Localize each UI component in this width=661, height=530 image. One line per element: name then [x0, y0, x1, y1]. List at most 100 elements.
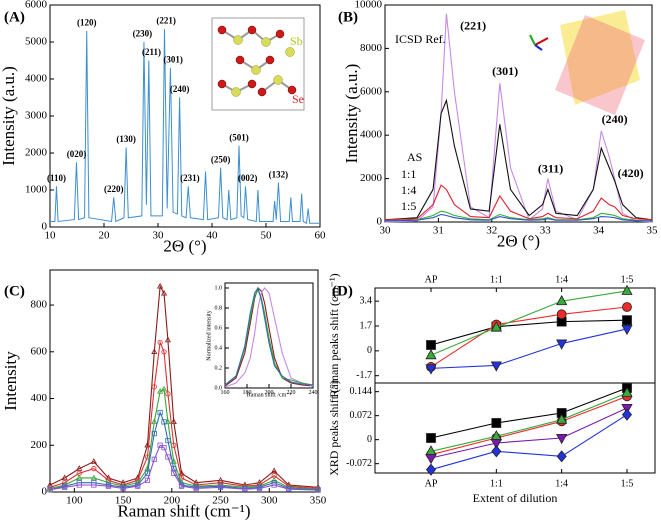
peak-label: (301): [163, 55, 183, 65]
marker: [256, 485, 263, 492]
y-tick-label: 6000: [360, 85, 383, 97]
axis-arrow: [534, 37, 549, 46]
marker: [161, 419, 167, 425]
x-tick-label: 10: [45, 229, 57, 241]
x-tick-label: 100: [66, 494, 83, 506]
y-tick-label: 0: [42, 486, 48, 498]
marker: [61, 481, 68, 488]
series-line: [49, 388, 319, 490]
crystal-inset: [211, 17, 305, 111]
peak-label: (002): [238, 173, 258, 183]
x-tick-label: 50: [261, 229, 273, 241]
x-tick-label: 160: [221, 390, 230, 396]
x-axis-label: Raman shift (cm⁻¹): [117, 501, 250, 520]
x-axis-label: Raman shift /cm⁻¹: [247, 392, 292, 399]
marker: [135, 483, 141, 489]
plot-frame: [374, 382, 656, 474]
marker: [491, 445, 502, 458]
x-tick-label: 180: [243, 390, 252, 396]
x-axis-label: 2Θ (°): [497, 231, 540, 250]
series-line: [430, 395, 628, 456]
y-tick-label: 0: [42, 221, 48, 233]
marker: [621, 284, 633, 295]
inset-label: Se: [292, 92, 304, 106]
marker: [165, 454, 171, 460]
series-line: [224, 286, 314, 386]
series-line: [49, 410, 319, 491]
x-tick-label: 240: [309, 390, 318, 396]
peak-label: (240): [170, 84, 190, 94]
marker: [271, 467, 278, 474]
marker: [46, 485, 54, 491]
marker: [120, 485, 126, 492]
sb-atoms: [231, 35, 295, 97]
y-tick-label: 6000: [25, 0, 48, 11]
marker: [490, 438, 502, 450]
x-tick-label: 30: [153, 229, 165, 241]
x-tick-label: 150: [115, 494, 132, 506]
y-axis-label: Intensity: [1, 351, 20, 411]
y-tick-label: 0.144: [350, 386, 373, 397]
marker: [47, 487, 53, 493]
marker: [425, 453, 437, 465]
marker: [621, 408, 633, 421]
y-tick-label: 2000: [25, 147, 48, 159]
series-line: [224, 287, 314, 387]
peak-label: (311): [538, 162, 563, 176]
y-tick-label: 600: [31, 345, 48, 357]
panel-label: (B): [338, 9, 358, 25]
marker: [217, 484, 224, 490]
y-axis-label: Raman peaks shift (cm⁻¹): [327, 273, 341, 397]
y-tick-label: 0.6: [215, 325, 223, 331]
x-tick-label: 220: [287, 390, 296, 396]
marker: [170, 418, 177, 425]
series-label: 1:5: [401, 199, 416, 213]
marker: [556, 309, 567, 320]
y-axis-label: Intensity (a.u.): [342, 64, 361, 164]
marker: [76, 465, 83, 471]
marker: [286, 486, 292, 492]
plot-frame: [49, 4, 321, 228]
x-tick-label: 1:4: [555, 274, 568, 285]
x-axis-label: Extent of dilution: [473, 491, 558, 505]
y-tick-label: 0.072: [350, 410, 373, 421]
x-tick-label: 200: [164, 494, 181, 506]
marker: [556, 413, 568, 424]
marker: [314, 485, 322, 492]
x-axis-label: 2Θ (°): [163, 236, 206, 255]
marker: [160, 289, 168, 296]
peak-label: (250): [211, 154, 231, 164]
marker: [491, 418, 502, 428]
panel-label: (A): [4, 9, 25, 25]
x-tick-label: 1:4: [555, 478, 568, 489]
x-tick-label: 60: [315, 229, 327, 241]
marker: [151, 348, 158, 354]
series-label: ICSD Ref.: [395, 32, 446, 46]
axis-arrow: [534, 44, 543, 51]
y-tick-label: 0.8: [215, 305, 223, 311]
x-tick-label: 200: [265, 390, 274, 396]
series-line: [384, 210, 653, 222]
x-tick-label: 350: [310, 494, 327, 506]
peak-label: (220): [104, 184, 124, 194]
marker: [556, 339, 568, 350]
y-tick-label: 4000: [360, 129, 383, 141]
peak-label: (420): [618, 166, 644, 180]
marker: [315, 487, 321, 493]
marker: [426, 433, 436, 443]
series-line: [49, 444, 319, 491]
series-line: [430, 306, 628, 368]
y-tick-label: 400: [31, 392, 48, 404]
series-line: [430, 392, 628, 452]
marker: [556, 433, 568, 445]
marker: [256, 482, 263, 489]
marker: [91, 482, 97, 488]
marker: [425, 349, 437, 360]
x-tick-label: 30: [380, 224, 392, 236]
marker: [165, 437, 171, 444]
x-tick-label: AP: [425, 274, 438, 285]
y-tick-label: 800: [31, 299, 48, 311]
marker: [164, 418, 172, 425]
